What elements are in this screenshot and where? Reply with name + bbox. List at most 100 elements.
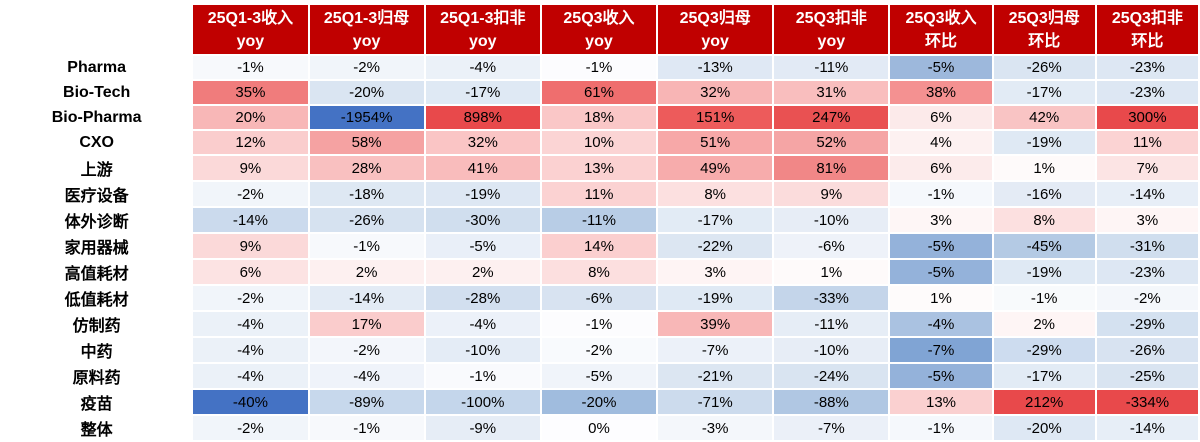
heatmap-cell: -1%	[539, 310, 659, 338]
heatmap-cell: 49%	[656, 154, 775, 182]
heatmap-cell: 1%	[888, 284, 994, 312]
heatmap-cell: -3%	[656, 414, 775, 442]
row-label: Pharma	[0, 54, 194, 81]
row-label: 医疗设备	[0, 180, 194, 208]
heatmap-cell: -11%	[772, 310, 891, 338]
column-title: 25Q1-3归母	[323, 9, 410, 27]
column-header-6: 25Q3扣非 yoy	[772, 3, 891, 56]
heatmap-cell: 42%	[991, 104, 1097, 131]
heatmap-cell: 9%	[191, 232, 310, 260]
heatmap-cell: 12%	[191, 129, 310, 156]
heatmap-cell: -6%	[539, 284, 659, 312]
heatmap-cell: -14%	[307, 284, 426, 312]
heatmap-cell: 1%	[991, 154, 1097, 182]
heatmap-cell: 13%	[539, 154, 659, 182]
heatmap-cell: -23%	[1094, 54, 1200, 81]
heatmap-cell: -30%	[423, 206, 542, 234]
heatmap-cell: -100%	[423, 388, 542, 416]
table-row: 中药 -4% -2% -10% -2% -7% -10% -7% -29% -26%	[0, 336, 1200, 364]
heatmap-cell: -13%	[656, 54, 775, 81]
heatmap-cell: -26%	[1094, 336, 1200, 364]
heatmap-cell: -1%	[888, 414, 994, 442]
heatmap-cell: 17%	[307, 310, 426, 338]
heatmap-cell: -4%	[191, 362, 310, 390]
row-label: 仿制药	[0, 310, 194, 338]
column-title: 25Q3归母	[679, 9, 751, 27]
table-row: 家用器械 9% -1% -5% 14% -22% -6% -5% -45% -31%	[0, 232, 1200, 260]
table-header: 25Q1-3收入 yoy 25Q1-3归母 yoy 25Q1-3扣非 yoy 25Q3收入 y…	[1, 3, 1200, 56]
heatmap-cell: -9%	[423, 414, 542, 442]
column-subtitle: yoy	[352, 32, 381, 50]
heatmap-cell: -88%	[772, 388, 891, 416]
heatmap-cell: 9%	[191, 154, 310, 182]
heatmap-cell: -1%	[888, 180, 994, 208]
heatmap-cell: -16%	[991, 180, 1097, 208]
heatmap-cell: 8%	[656, 180, 775, 208]
table-row: 原料药 -4% -4% -1% -5% -21% -24% -5% -17% -25%	[0, 362, 1200, 390]
heatmap-cell: -1%	[423, 362, 542, 390]
column-header-2: 25Q1-3归母 yoy	[307, 3, 426, 56]
heatmap-cell: 28%	[307, 154, 426, 182]
heatmap-cell: 10%	[539, 129, 659, 156]
heatmap-cell: -26%	[307, 206, 426, 234]
heatmap-cell: 31%	[772, 79, 891, 106]
heatmap-cell: -1%	[991, 284, 1097, 312]
heatmap-cell: -17%	[423, 79, 542, 106]
column-subtitle: yoy	[701, 32, 729, 50]
column-title: 25Q3收入	[563, 9, 635, 27]
row-label: Bio-Tech	[0, 79, 194, 106]
heatmap-cell: -2%	[539, 336, 659, 364]
column-title: 25Q3扣非	[795, 9, 867, 27]
heatmap-cell: -23%	[1094, 258, 1200, 286]
table-body: Pharma -1% -2% -4% -1% -13% -11% -5% -26% -23% Bio…	[0, 54, 1200, 442]
heatmap-cell: 1%	[772, 258, 891, 286]
heatmap-cell: -21%	[656, 362, 775, 390]
heatmap-cell: -17%	[656, 206, 775, 234]
heatmap-cell: -89%	[307, 388, 426, 416]
heatmap-cell: -10%	[772, 336, 891, 364]
column-title: 25Q3收入	[905, 9, 977, 27]
column-subtitle: 环比	[925, 32, 958, 50]
heatmap-cell: 898%	[423, 104, 542, 131]
table-row: 医疗设备 -2% -18% -19% 11% 8% 9% -1% -16% -14%	[0, 180, 1200, 208]
heatmap-cell: -5%	[888, 232, 994, 260]
heatmap-cell: 51%	[656, 129, 775, 156]
heatmap-cell: 6%	[191, 258, 310, 286]
heatmap-cell: -1%	[307, 232, 426, 260]
heatmap-cell: -334%	[1094, 388, 1200, 416]
heatmap-cell: 11%	[1094, 129, 1200, 156]
heatmap-cell: -10%	[423, 336, 542, 364]
heatmap-cell: 35%	[191, 79, 310, 106]
heatmap-cell: 6%	[888, 154, 994, 182]
heatmap-cell: 8%	[539, 258, 659, 286]
table-row: Bio-Pharma 20% -1954% 898% 18% 151% 247% 6% 42% 3…	[0, 104, 1200, 131]
table-row: Bio-Tech 35% -20% -17% 61% 32% 31% 38% -17% -23%	[0, 79, 1200, 106]
column-header-8: 25Q3归母 环比	[991, 3, 1097, 56]
row-label: CXO	[0, 129, 194, 156]
heatmap-cell: -4%	[191, 310, 310, 338]
heatmap-cell: 3%	[1094, 206, 1200, 234]
heatmap-cell: -20%	[307, 79, 426, 106]
table-row: 低值耗材 -2% -14% -28% -6% -19% -33% 1% -1% -2%	[0, 284, 1200, 312]
table-row: 高值耗材 6% 2% 2% 8% 3% 1% -5% -19% -23%	[0, 258, 1200, 286]
table-row: 仿制药 -4% 17% -4% -1% 39% -11% -4% 2% -29%	[0, 310, 1200, 338]
heatmap-cell: -33%	[772, 284, 891, 312]
header-row: 25Q1-3收入 yoy 25Q1-3归母 yoy 25Q1-3扣非 yoy 25Q3收入 y…	[1, 3, 1200, 56]
heatmap-cell: -1%	[191, 54, 310, 81]
heatmap-cell: 39%	[656, 310, 775, 338]
heatmap-cell: -29%	[1094, 310, 1200, 338]
heatmap-cell: -20%	[539, 388, 659, 416]
heatmap-cell: -19%	[656, 284, 775, 312]
column-header-7: 25Q3收入 环比	[888, 3, 994, 56]
heatmap-cell: -14%	[1094, 180, 1200, 208]
table-row: 体外诊断 -14% -26% -30% -11% -17% -10% 3% 8% 3%	[0, 206, 1200, 234]
heatmap-cell: -2%	[191, 284, 310, 312]
heatmap-cell: -28%	[423, 284, 542, 312]
row-label: 疫苗	[0, 388, 194, 416]
heatmap-cell: -2%	[191, 180, 310, 208]
heatmap-cell: -19%	[991, 129, 1097, 156]
heatmap-cell: -17%	[991, 362, 1097, 390]
heatmap-cell: 52%	[772, 129, 891, 156]
heatmap-cell: 212%	[991, 388, 1097, 416]
